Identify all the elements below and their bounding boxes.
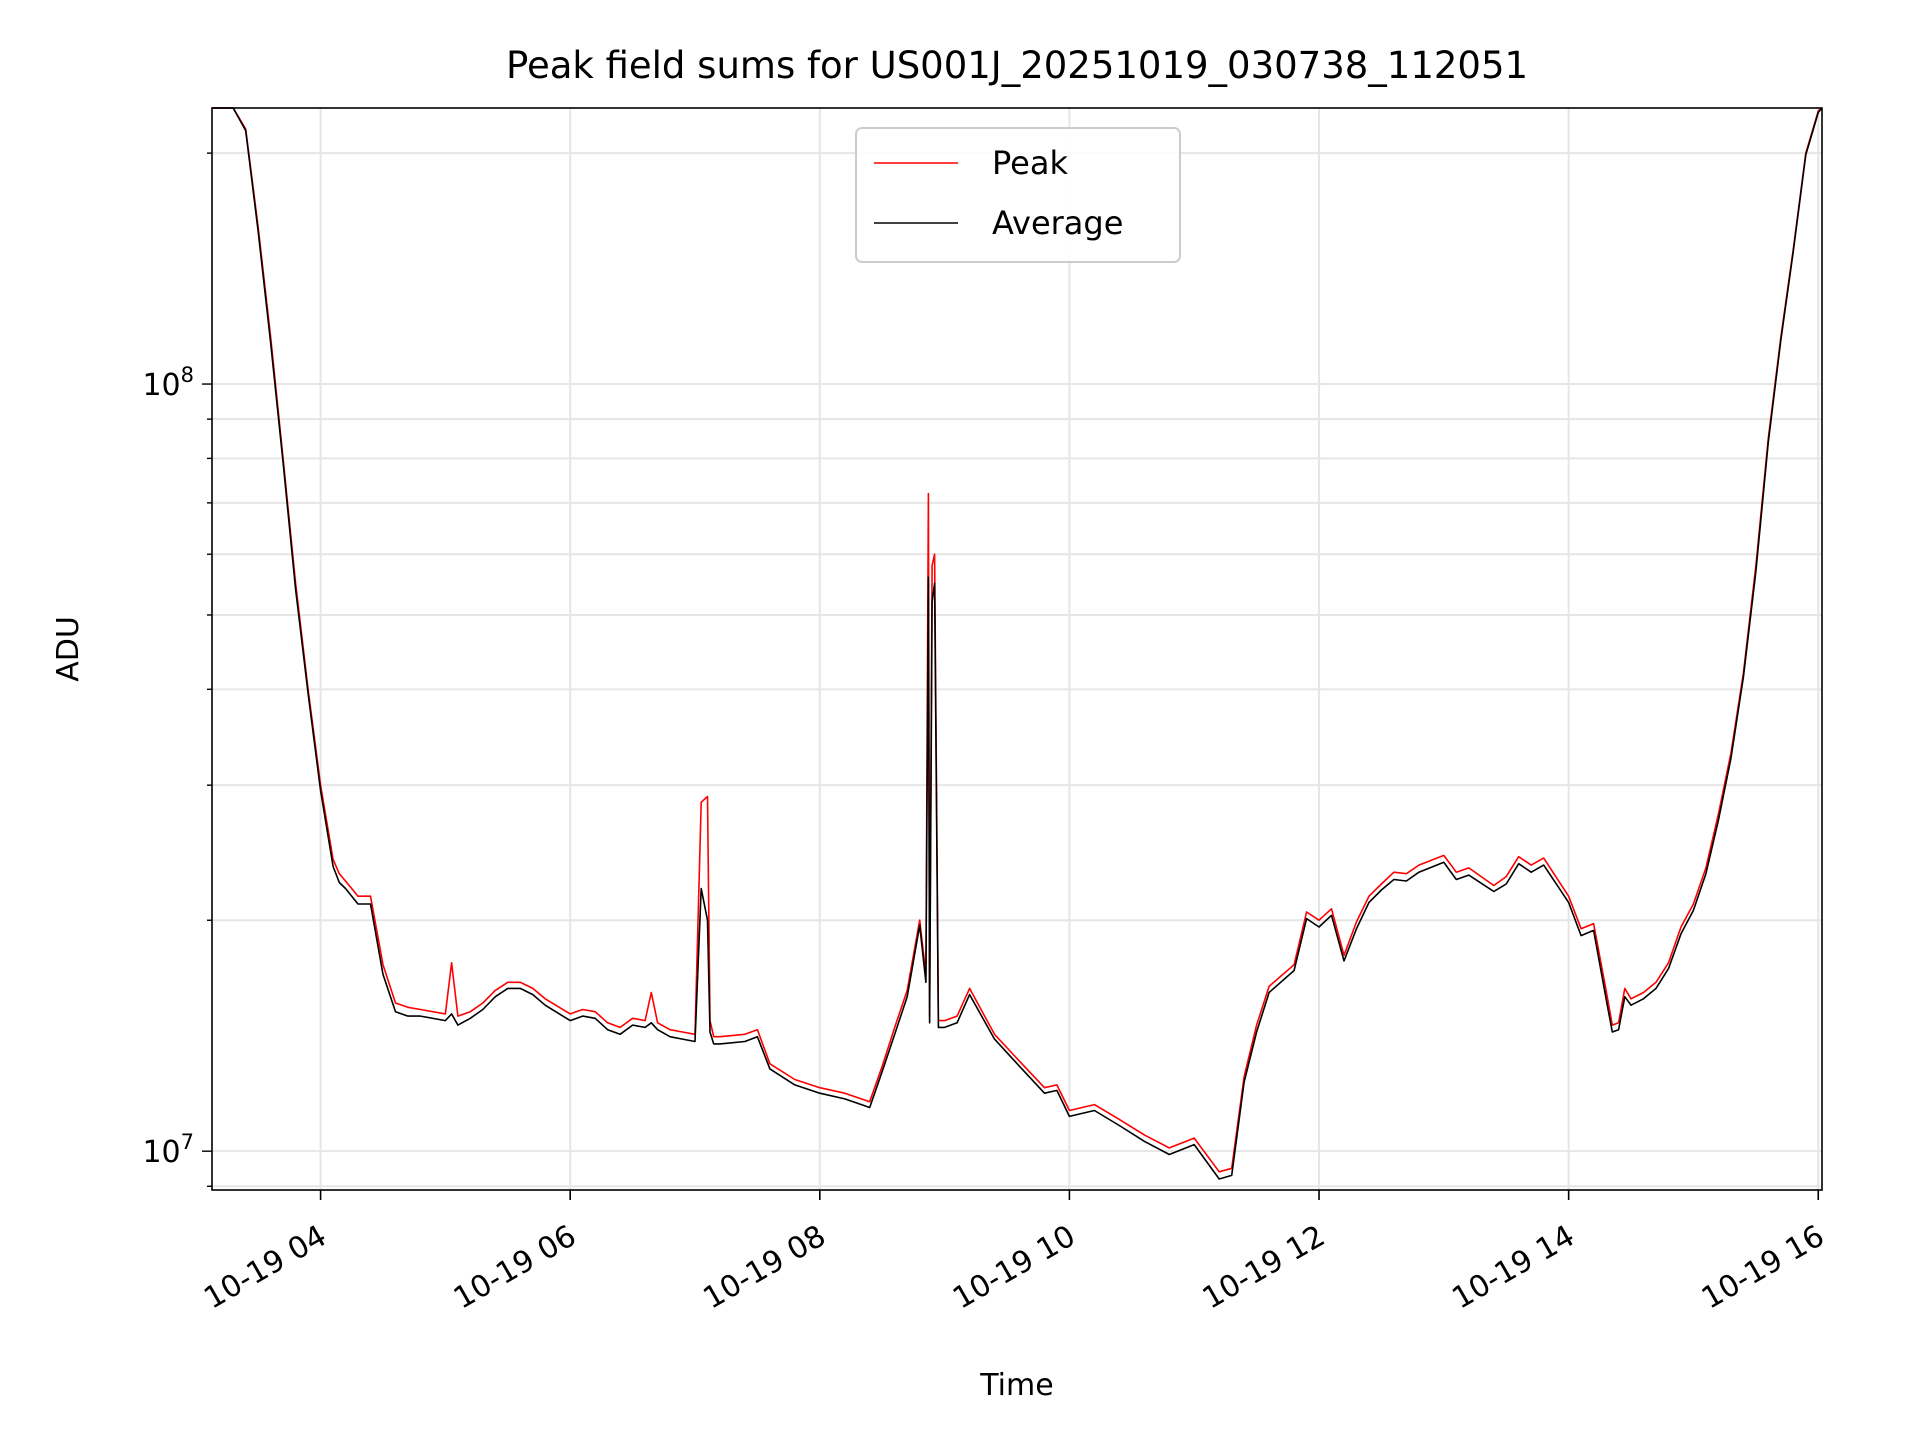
y-tick-base: 10	[142, 368, 180, 403]
series-layer	[212, 107, 1823, 1180]
y-tick-label: 107	[142, 1130, 194, 1170]
chart-title: Peak field sums for US001J_20251019_0307…	[506, 44, 1528, 87]
y-tick-label: 108	[142, 363, 194, 403]
legend-box	[855, 127, 1181, 263]
grid	[212, 108, 1822, 1190]
legend-average-label: Average	[992, 204, 1123, 242]
plot-frame	[211, 107, 1823, 1191]
y-tick-base: 10	[142, 1135, 180, 1170]
average-series-line	[212, 107, 1823, 1180]
y-tick-exponent: 8	[181, 363, 194, 387]
legend: Peak Average	[855, 127, 1181, 263]
x-axis-label: Time	[979, 1368, 1053, 1403]
legend-peak-label: Peak	[992, 144, 1068, 182]
y-tick-exponent: 7	[181, 1130, 194, 1154]
y-axis-label: ADU	[51, 616, 86, 682]
